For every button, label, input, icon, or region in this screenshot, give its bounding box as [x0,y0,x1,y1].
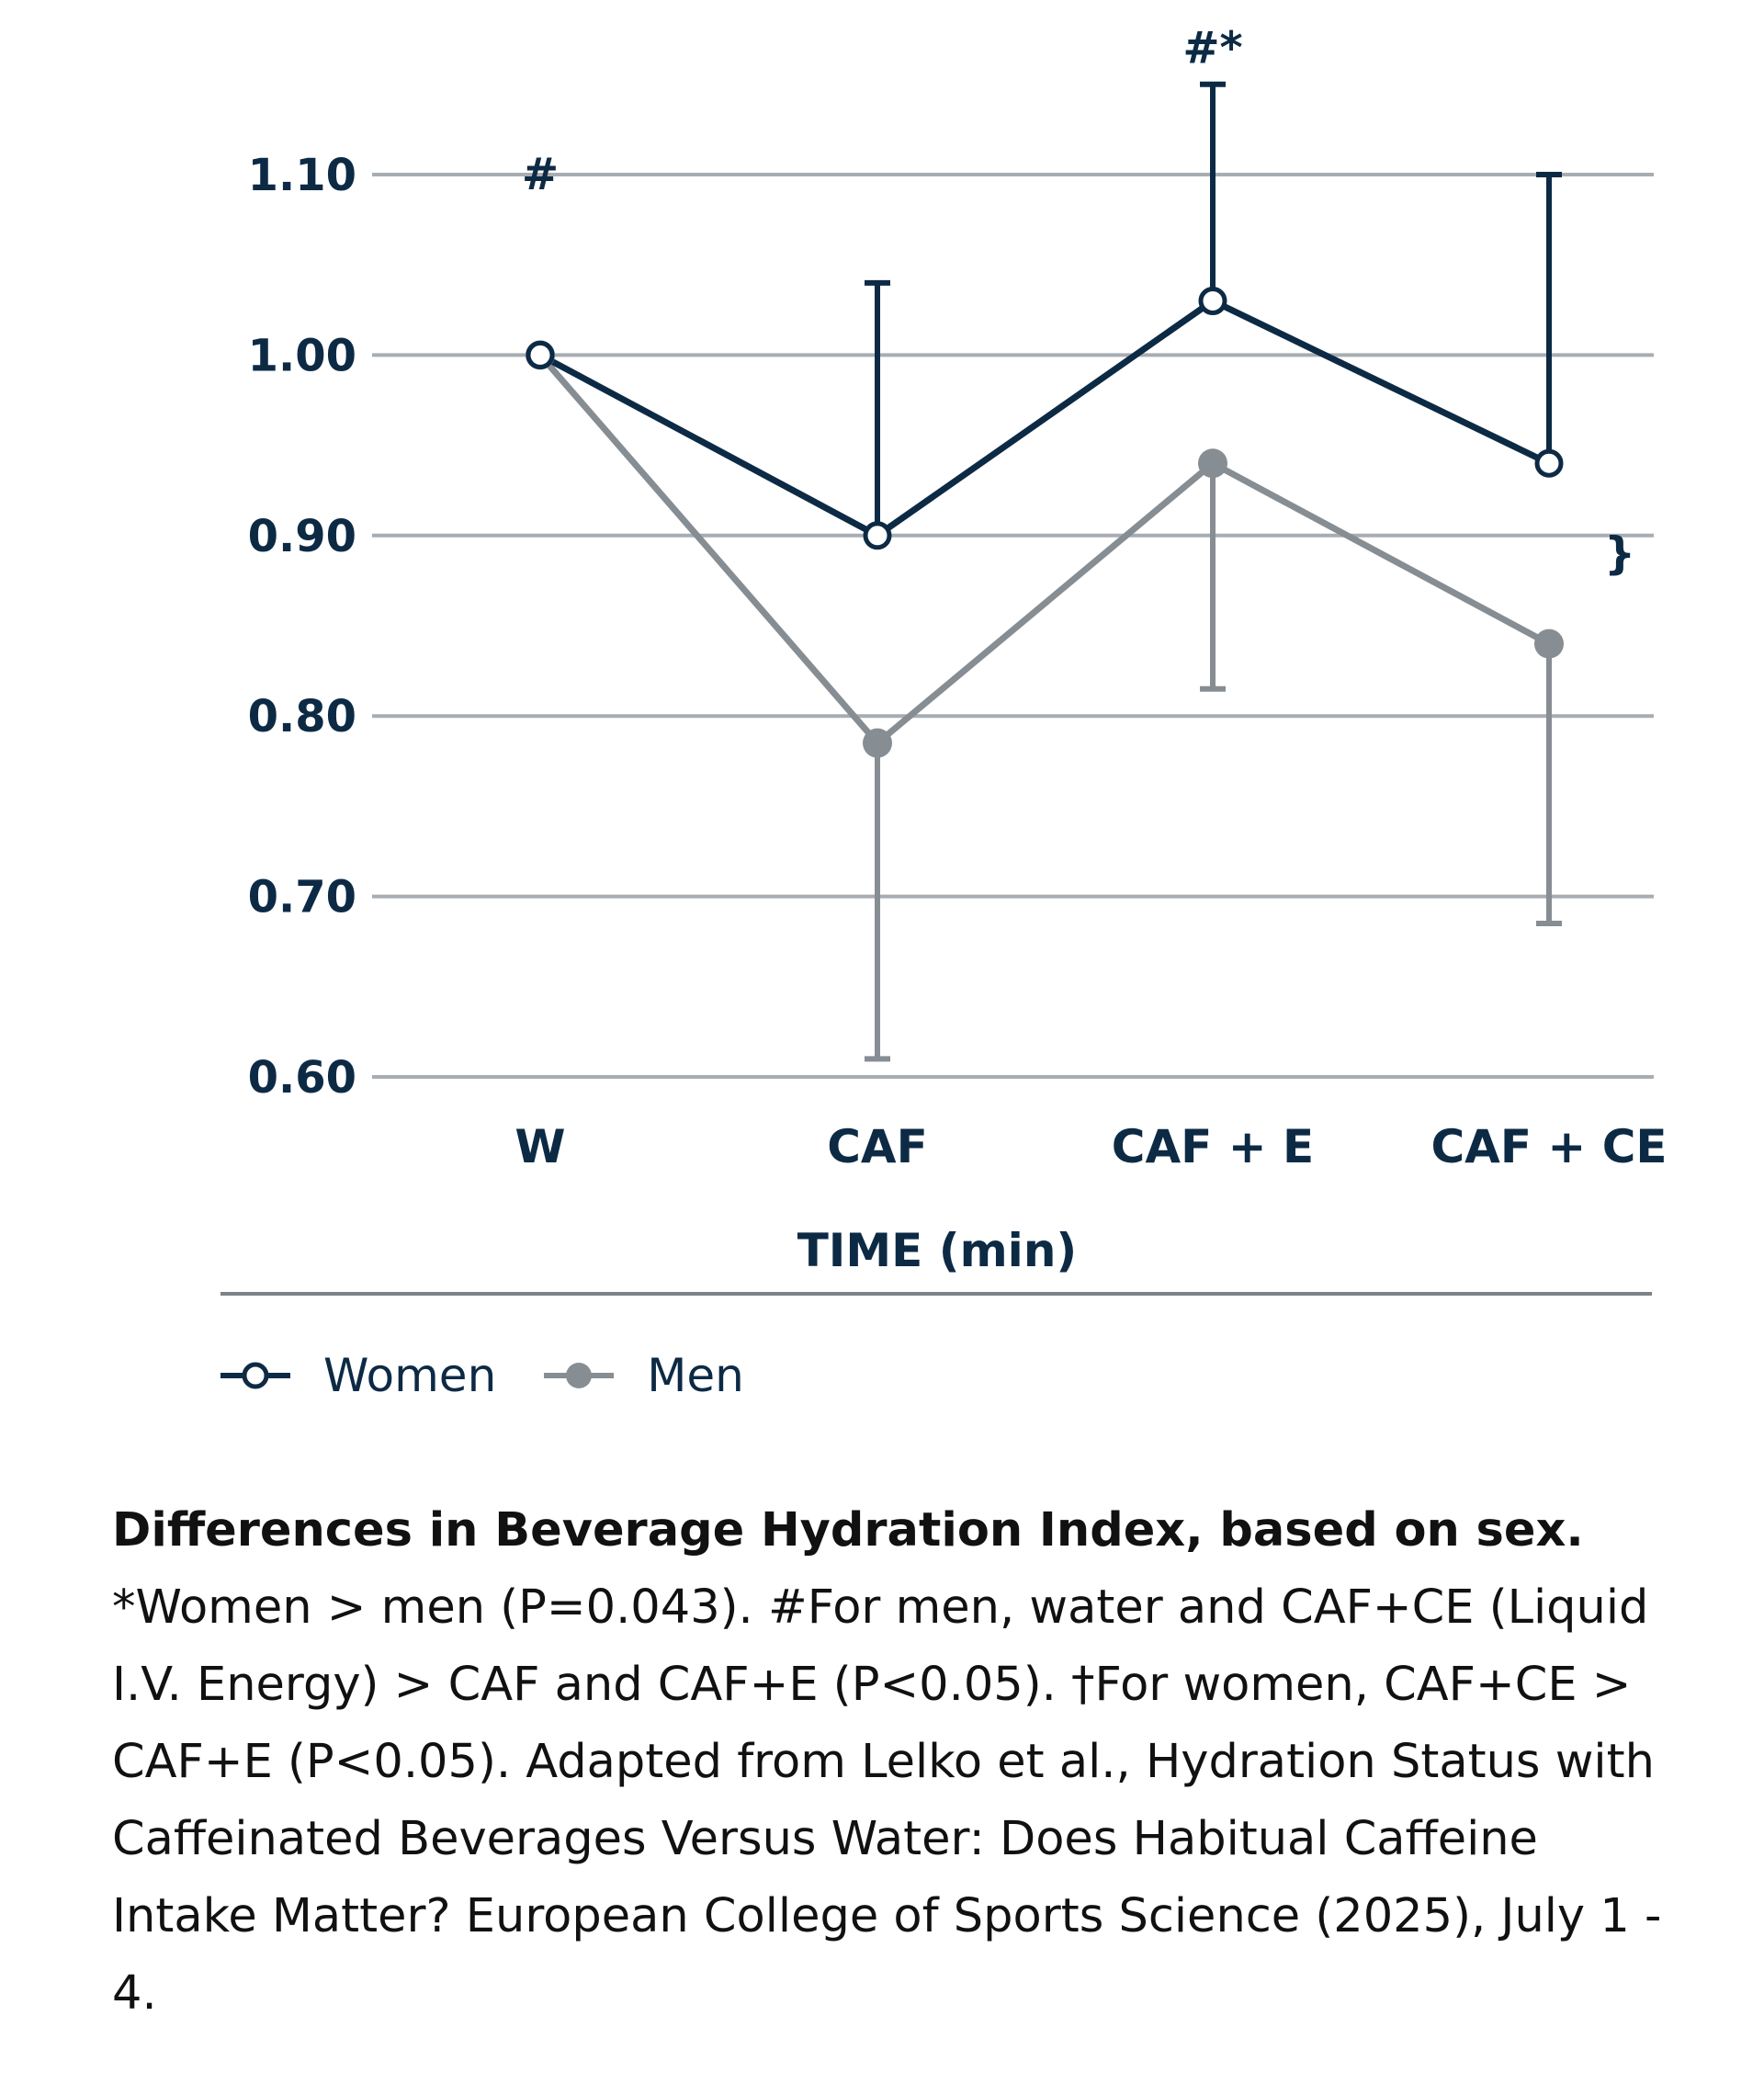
legend-women-label: Women [323,1349,497,1402]
x-tick-label: CAF [827,1120,928,1173]
men-point [863,728,892,758]
caption-title: Differences in Beverage Hydration Index,… [112,1503,1584,1557]
series-points [526,286,1564,758]
chart-area: 0.60 0.70 0.80 0.90 1.00 1.10 W CAF CAF + E CAF … [220,23,1668,1296]
y-tick-label: 0.70 [248,872,356,923]
y-tick-label: 0.80 [248,691,356,742]
significance-annotation: # [522,149,559,200]
legend-men-label: Men [647,1349,744,1402]
grid-layer [372,173,1654,1079]
x-tick-labels: W CAF CAF + E CAF + CE [514,1120,1667,1173]
y-tick-label: 0.60 [248,1052,356,1104]
legend-women-marker-icon [220,1362,290,1389]
annotations: # #*} [522,23,1635,580]
x-tick-label: CAF + E [1112,1120,1314,1173]
men-point [1534,629,1564,659]
women-point [1534,448,1564,478]
legend: Women Men [219,1349,790,1402]
men-series-line [537,353,1551,747]
caption-body: *Women > men (P=0.043). #For men, water … [112,1580,1662,2021]
y-tick-labels: 0.60 0.70 0.80 0.90 1.00 1.10 [248,150,356,1104]
men-point [1198,448,1227,479]
significance-annotation: #* [1182,23,1242,74]
y-tick-label: 0.90 [248,511,356,562]
women-series-line [538,297,1551,539]
x-tick-label: W [514,1120,565,1173]
x-axis-label: TIME (min) [797,1224,1078,1277]
legend-men-marker-icon [544,1363,615,1388]
chart-svg: 0.60 0.70 0.80 0.90 1.00 1.10 W CAF CAF + E CAF … [220,23,1668,1296]
y-tick-label: 1.00 [248,330,356,381]
women-point [863,521,892,550]
error-bars [865,81,1562,1062]
series-lines [537,297,1551,747]
figure-caption: Differences in Beverage Hydration Index,… [112,1492,1674,2033]
legend-item-men: Men [542,1349,744,1402]
y-tick-label: 1.10 [248,150,356,201]
legend-item-women: Women [219,1349,496,1402]
women-point [1198,286,1227,315]
women-point [526,340,555,369]
x-tick-label: CAF + CE [1430,1120,1667,1173]
significance-annotation: } [1604,527,1635,579]
